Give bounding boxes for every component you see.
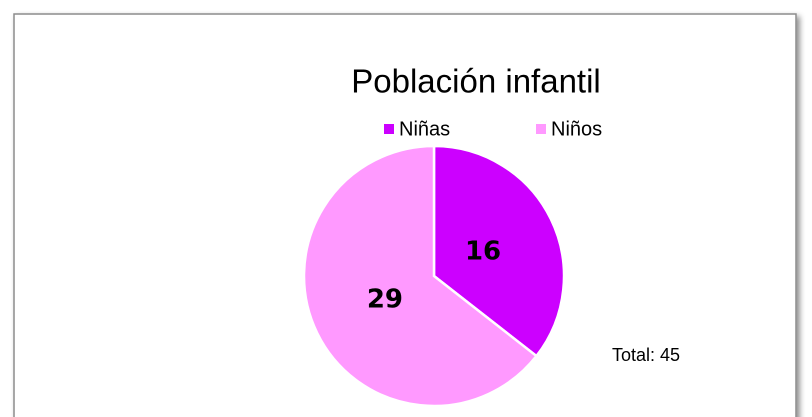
legend-swatch <box>536 124 546 134</box>
legend-label: Niños <box>551 118 602 140</box>
data-label: 16 <box>465 237 501 267</box>
data-label: 29 <box>367 284 403 314</box>
legend-label: Niñas <box>399 118 450 140</box>
pie-slice <box>432 144 566 358</box>
legend-swatch <box>384 124 394 134</box>
chart-title: Población infantil <box>351 63 601 100</box>
annotation: Total: 45 <box>612 345 680 365</box>
pie-slice <box>302 144 539 408</box>
